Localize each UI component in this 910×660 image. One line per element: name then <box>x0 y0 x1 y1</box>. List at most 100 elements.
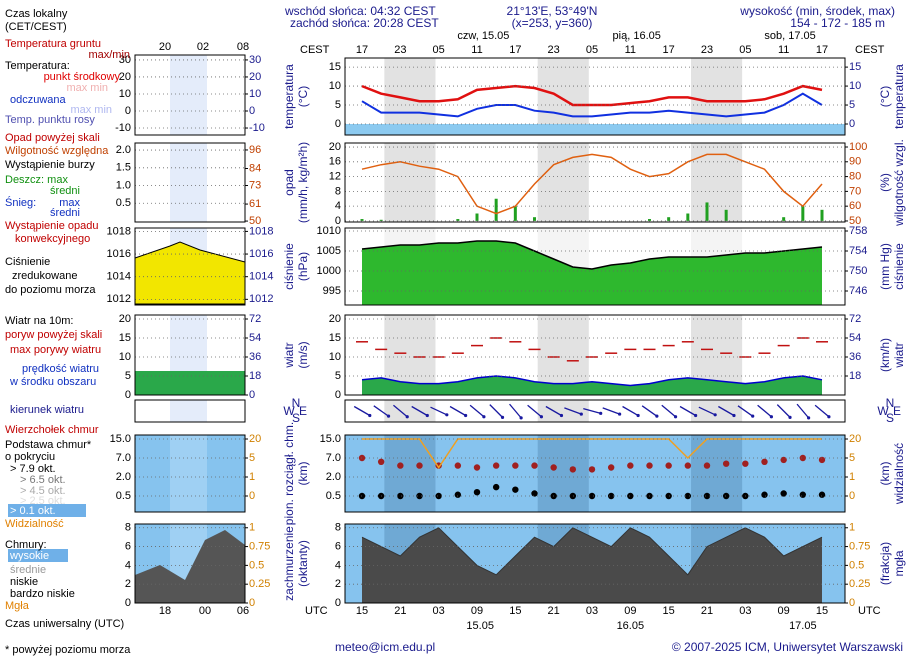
axis-label: temperatura <box>892 64 906 129</box>
panel-border <box>344 227 846 306</box>
y2-tick-label: 0 <box>249 105 255 117</box>
wind-arrow <box>373 405 389 417</box>
axis-label: (km/h) <box>878 338 892 372</box>
wind-arrow <box>393 404 408 418</box>
y-tick-label: 4 <box>335 559 341 571</box>
cest-hour: 23 <box>548 44 560 56</box>
night-band <box>537 315 589 395</box>
compass-letter: S <box>292 411 300 425</box>
y2-tick-label: 1014 <box>249 271 273 283</box>
wind-arrow <box>796 403 810 419</box>
rain-bar <box>379 219 383 221</box>
y2-tick-label: 18 <box>249 370 261 382</box>
cest-hour: 11 <box>625 44 636 56</box>
y2-tick-label: 100 <box>849 141 867 153</box>
y-tick-label: 1.0 <box>116 179 131 191</box>
y-tick-label: 995 <box>323 285 341 297</box>
cloud-dot <box>761 491 768 498</box>
wind-arrow-head <box>599 411 603 415</box>
compass-letter: S <box>886 411 894 425</box>
y2-tick-label: 36 <box>849 351 861 363</box>
legend-text: > 7.9 okt. <box>10 463 56 475</box>
legend-text: > 2.5 okt. <box>20 495 66 507</box>
night-band <box>537 58 589 135</box>
email[interactable]: meteo@icm.edu.pl <box>335 640 435 654</box>
cloud-dot <box>512 462 519 469</box>
y-tick-label: 0.5 <box>326 490 341 502</box>
cest-hour: 11 <box>471 44 482 56</box>
legend-text: Ciśnienie <box>5 256 50 268</box>
bottom-date: 15.05 <box>466 620 494 632</box>
y2-tick-label: 20 <box>849 433 861 445</box>
legend-bg <box>8 504 86 517</box>
legend-text: Czas uniwersalny (UTC) <box>5 618 124 630</box>
cloud-dot <box>722 492 730 500</box>
y-tick-label: 8 <box>335 522 341 534</box>
axis-label: widzialność <box>892 443 906 505</box>
y2-tick-label: 0.5 <box>849 559 864 571</box>
wind-arrow <box>757 404 772 418</box>
below-zero <box>345 124 845 135</box>
y-tick-label: 10 <box>119 88 131 100</box>
mini-cloud <box>135 530 245 603</box>
y-tick-label: 15 <box>329 61 341 73</box>
axis-label: mgła <box>892 550 906 576</box>
axis-label: (°C) <box>296 86 310 107</box>
cloud-dot <box>607 464 615 471</box>
wind-arrow-head <box>769 415 773 419</box>
utc-label: UTC <box>858 605 881 617</box>
legend-text: Podstawa chmur* <box>5 439 92 451</box>
day-band <box>170 55 207 135</box>
cloud-dot <box>416 462 423 469</box>
panel-border <box>134 399 246 423</box>
legend-text: Widzialność <box>5 518 64 530</box>
cloud-dot <box>531 462 538 469</box>
y2-tick-label: 1 <box>249 471 255 483</box>
rain-bar <box>705 202 709 221</box>
legend-text: średnie <box>10 564 46 576</box>
legend-text: średni <box>50 207 80 219</box>
legend-text: prędkość wiatru <box>22 363 99 375</box>
wind-arrow-head <box>827 415 831 419</box>
y2-tick-label: 0.75 <box>249 540 270 552</box>
cloud-dot <box>665 492 672 500</box>
cloud-dot <box>722 460 730 467</box>
sunrise: wschód słońca: 04:32 CEST <box>284 4 436 18</box>
wind-arrow-head <box>713 413 717 417</box>
panel-border <box>134 227 246 306</box>
legend-text: max/min <box>88 49 130 61</box>
utc-hour: 21 <box>701 605 713 617</box>
y-tick-label: 2.0 <box>326 471 341 483</box>
y2-tick-label: 1 <box>249 522 255 534</box>
axis-label: (mm/h, kg/m²h) <box>296 142 310 223</box>
cest-hour: 17 <box>356 44 368 56</box>
y-tick-label: 16 <box>329 156 341 168</box>
utc-hour: 09 <box>471 605 483 617</box>
mini-top-hour: 08 <box>237 41 249 53</box>
axis-label: opad <box>282 169 296 196</box>
wind-arrow <box>449 405 466 417</box>
y2-tick-label: 1 <box>849 471 855 483</box>
cloud-dot <box>799 454 807 462</box>
y2-tick-label: 0.25 <box>249 578 270 590</box>
y-tick-label: 0 <box>335 118 341 130</box>
cloud-dot <box>377 458 385 465</box>
panel-border <box>134 142 246 223</box>
y2-tick-label: 36 <box>249 351 261 363</box>
y-tick-label: 2 <box>335 578 341 590</box>
axis-label: ciśnienie <box>892 243 906 290</box>
compass-letter: W <box>877 404 889 418</box>
wind-arrow-head <box>519 416 523 420</box>
y-tick-label: 0 <box>125 105 131 117</box>
sunset: zachód słońca: 20:28 CEST <box>290 16 439 30</box>
y2-tick-label: 0 <box>249 490 255 502</box>
wind-arrow-head <box>618 412 622 416</box>
axis-label: ciśnienie <box>282 243 296 290</box>
mini-bottom-hour: 00 <box>199 605 211 617</box>
y-tick-label: 2 <box>125 578 131 590</box>
legend-text: kierunek wiatru <box>10 404 84 416</box>
axis-label: (hPa) <box>296 252 310 281</box>
wind-arrow <box>641 405 658 417</box>
y2-tick-label: 54 <box>249 332 261 344</box>
night-band <box>384 400 436 422</box>
